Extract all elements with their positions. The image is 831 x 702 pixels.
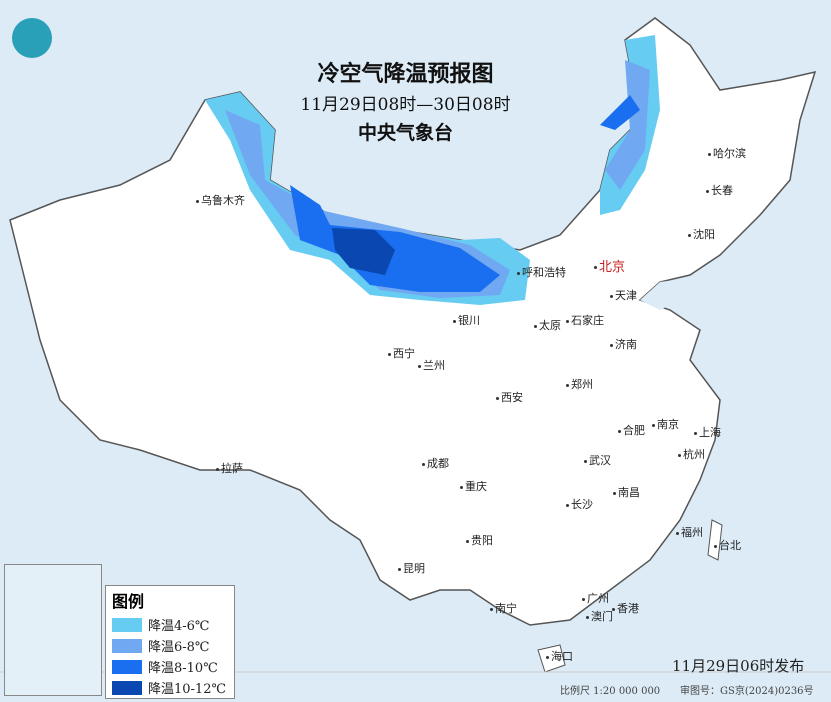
city-label: 上海: [694, 424, 721, 440]
issuer: 中央气象台: [357, 122, 453, 144]
legend-swatch: [112, 638, 142, 653]
legend-item: 降温10-12℃: [112, 677, 234, 698]
legend-swatch: [112, 659, 142, 674]
city-label: 长春: [706, 182, 733, 198]
forecast-period: 11月29日08时—30日08时: [300, 95, 511, 115]
legend-item: 降温8-10℃: [112, 656, 234, 677]
city-label: 郑州: [566, 376, 593, 392]
city-label: 西宁: [388, 345, 415, 361]
legend-swatch: [112, 617, 142, 632]
city-label: 香港: [612, 600, 639, 616]
city-label: 昆明: [398, 560, 425, 576]
legend-title: 图例: [112, 592, 145, 611]
city-label: 重庆: [460, 478, 487, 494]
city-label: 成都: [422, 455, 449, 471]
city-label: 呼和浩特: [517, 264, 566, 280]
city-label: 拉萨: [216, 460, 243, 476]
zone-10-12: [332, 228, 395, 275]
city-label: 杭州: [678, 446, 705, 462]
legend-label: 降温4-6℃: [148, 619, 210, 634]
legend: 图例 降温4-6℃ 降温6-8℃ 降温8-10℃ 降温10-12℃: [105, 585, 235, 699]
city-label: 济南: [610, 336, 637, 352]
city-label: 银川: [453, 312, 480, 328]
city-label: 海口: [546, 648, 573, 664]
city-label: 台北: [714, 537, 741, 553]
city-label: 澳门: [586, 608, 613, 624]
city-label: 哈尔滨: [708, 145, 746, 161]
legend-swatch: [112, 680, 142, 695]
city-label: 兰州: [418, 357, 445, 373]
legend-label: 降温6-8℃: [148, 640, 210, 655]
city-label: 西安: [496, 389, 523, 405]
legend-item: 降温4-6℃: [112, 614, 234, 635]
city-label: 南宁: [490, 600, 517, 616]
bohai-sea: [640, 278, 690, 310]
map-approval-number: 审图号：GS京(2024)0236号: [680, 686, 814, 697]
cma-logo-icon: [12, 18, 52, 58]
city-label: 南京: [652, 416, 679, 432]
map-scale: 比例尺 1:20 000 000: [560, 686, 661, 697]
capital-label: 北京: [594, 256, 625, 275]
city-label: 贵阳: [466, 532, 493, 548]
zone-8-10: [600, 95, 640, 130]
cooling-zones: [205, 35, 660, 305]
issue-time: 11月29日06时发布: [672, 657, 805, 675]
city-label: 沈阳: [688, 226, 715, 242]
city-label: 合肥: [618, 422, 645, 438]
city-label: 福州: [676, 524, 703, 540]
city-label: 天津: [610, 287, 637, 303]
city-label: 乌鲁木齐: [196, 192, 245, 208]
zone-8-10: [290, 185, 500, 292]
legend-item: 降温6-8℃: [112, 635, 234, 656]
city-label: 石家庄: [566, 312, 604, 328]
legend-label: 降温8-10℃: [148, 661, 218, 676]
legend-label: 降温10-12℃: [148, 682, 227, 697]
city-label: 长沙: [566, 496, 593, 512]
city-label: 广州: [582, 590, 609, 606]
city-label: 武汉: [584, 452, 611, 468]
city-label: 南昌: [613, 484, 640, 500]
map-title: 冷空气降温预报图: [317, 61, 494, 87]
city-label: 太原: [534, 317, 561, 333]
south-china-sea-inset: [4, 564, 102, 696]
zone-6-8: [605, 60, 650, 190]
